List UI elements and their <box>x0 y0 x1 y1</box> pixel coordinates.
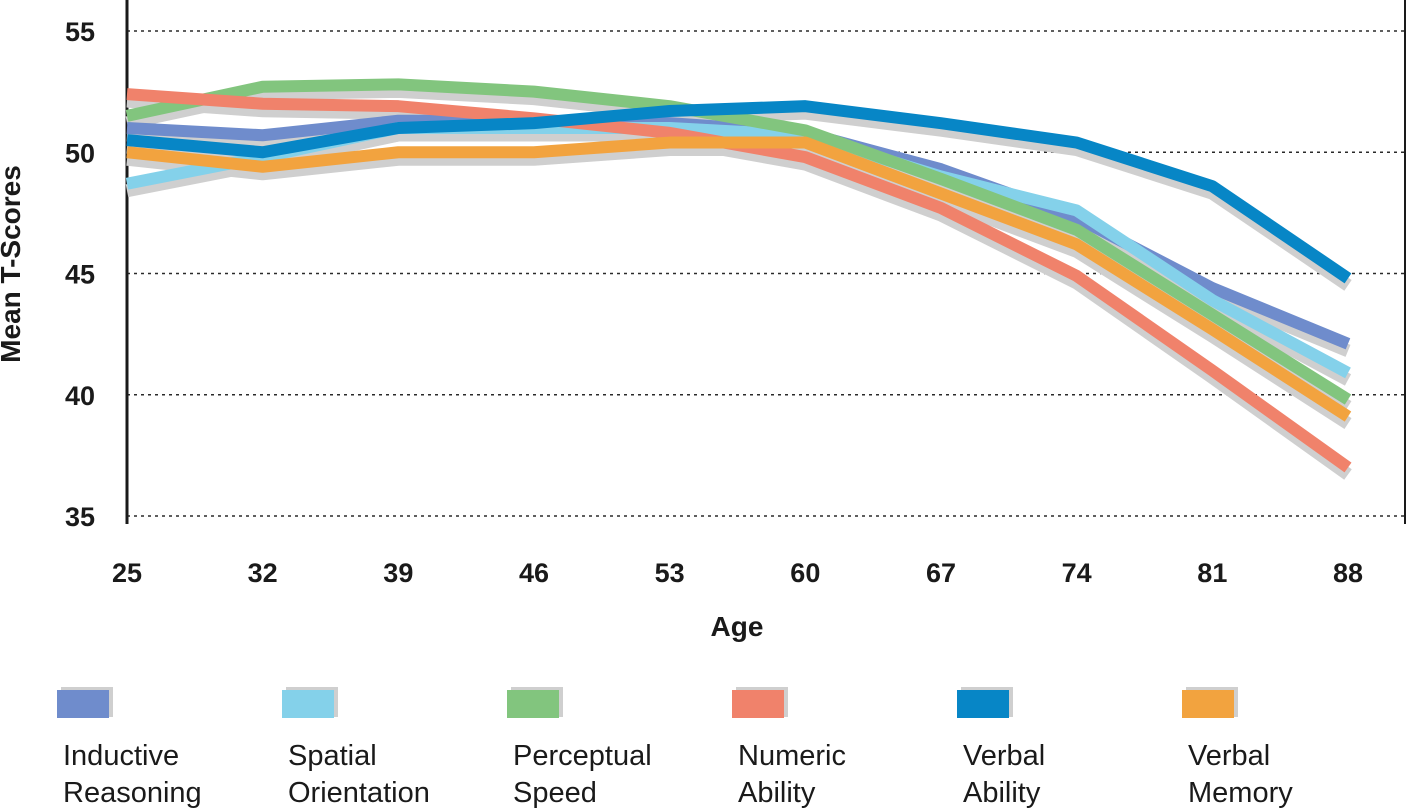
x-tick-labels: 25 32 39 46 53 60 67 74 81 88 <box>112 558 1363 588</box>
x-tick-label: 81 <box>1197 558 1227 588</box>
y-tick-label: 45 <box>65 260 95 290</box>
x-tick-label: 46 <box>519 558 549 588</box>
y-tick-label: 50 <box>65 138 95 168</box>
y-tick-labels: 35 40 45 50 55 <box>65 17 95 532</box>
x-tick-label: 60 <box>790 558 820 588</box>
series-line-perceptual-speed <box>125 78 1352 405</box>
legend-item-spatial-orientation: Spatial Orientation <box>282 680 502 812</box>
x-tick-label: 74 <box>1062 558 1092 588</box>
legend-swatch <box>507 690 559 718</box>
y-tick-label: 40 <box>65 381 95 411</box>
legend-item-verbal-memory: Verbal Memory <box>1182 680 1402 812</box>
legend-item-verbal-ability: Verbal Ability <box>957 680 1177 812</box>
legend-swatch <box>282 690 334 718</box>
series-lines <box>125 78 1352 473</box>
legend-label: Verbal Memory <box>1188 740 1293 809</box>
legend-swatch <box>1182 690 1234 718</box>
legend-item-inductive-reasoning: Inductive Reasoning <box>57 680 277 812</box>
legend-item-numeric-ability: Numeric Ability <box>732 680 952 812</box>
y-axis-title: Mean T-Scores <box>0 165 26 363</box>
legend-swatch <box>957 690 1009 718</box>
legend-label: Spatial Orientation <box>288 740 430 809</box>
legend-item-perceptual-speed: Perceptual Speed <box>507 680 727 812</box>
series-line-verbal-memory <box>126 136 1352 422</box>
x-tick-label: 39 <box>383 558 413 588</box>
line-chart: 35 40 45 50 55 25 32 39 46 53 60 67 74 81 88 Age Mean… <box>0 0 1406 642</box>
legend-label: Perceptual Speed <box>513 740 652 809</box>
legend-label: Verbal Ability <box>963 740 1046 809</box>
x-tick-label: 88 <box>1333 558 1363 588</box>
y-tick-label: 35 <box>65 502 95 532</box>
legend-swatch <box>57 690 109 718</box>
x-tick-label: 32 <box>248 558 278 588</box>
legend-label: Numeric Ability <box>738 740 846 809</box>
legend-swatch <box>732 690 784 718</box>
x-tick-label: 53 <box>655 558 685 588</box>
legend-label: Inductive Reasoning <box>63 740 202 809</box>
x-tick-label: 67 <box>926 558 956 588</box>
legend: Inductive Reasoning Spatial Orientation Perc… <box>0 680 1408 812</box>
series-line-verbal-ability <box>126 100 1352 284</box>
x-axis-title: Age <box>711 611 764 642</box>
y-tick-label: 55 <box>65 17 95 47</box>
x-tick-label: 25 <box>112 558 142 588</box>
